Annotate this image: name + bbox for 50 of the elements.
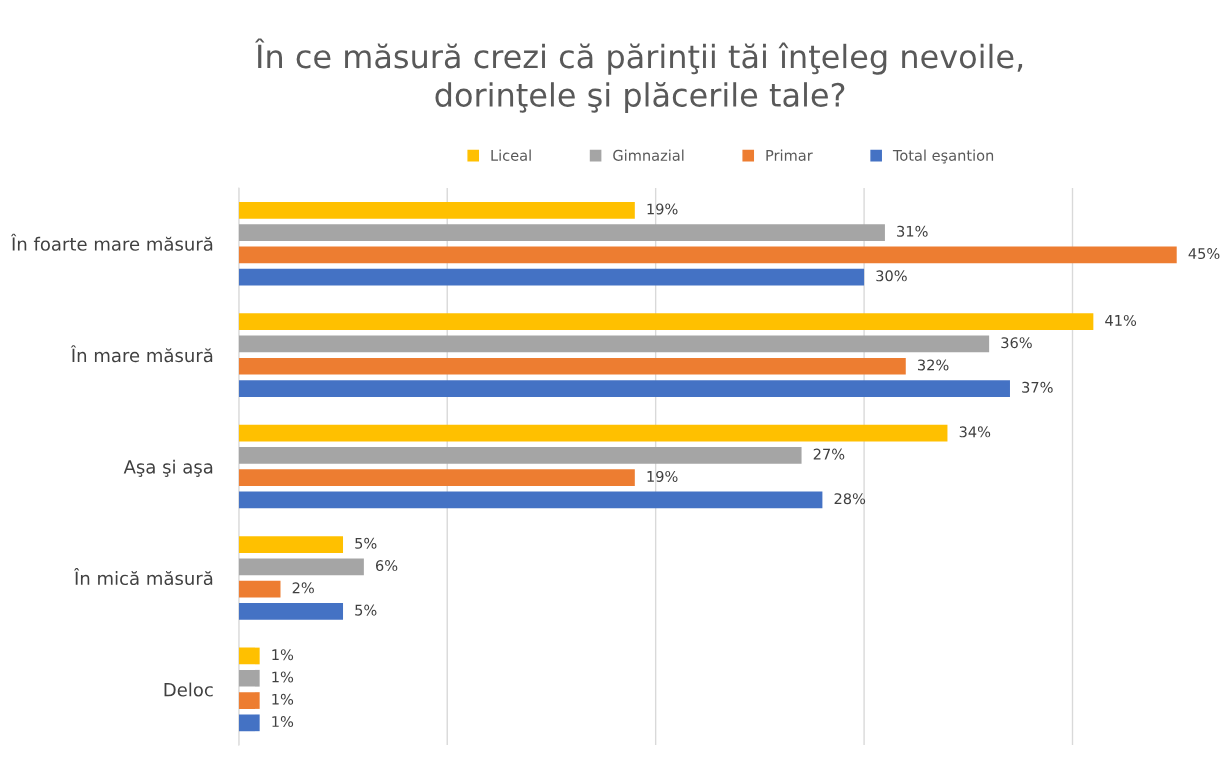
data-label: 1% xyxy=(272,671,294,683)
data-label: 31% xyxy=(897,225,928,237)
legend-label: Primar xyxy=(766,149,813,161)
y-tick-label: În mare măsură xyxy=(70,345,213,363)
bar xyxy=(238,447,802,464)
data-label: 19% xyxy=(647,470,678,482)
bar xyxy=(238,536,344,553)
data-label: 28% xyxy=(834,493,866,505)
data-label: 2% xyxy=(292,582,314,594)
bar xyxy=(238,469,635,487)
y-tick-label: În foarte mare măsură xyxy=(10,233,213,251)
y-tick-label: Aşa şi aşa xyxy=(123,459,213,477)
legend-label: Total eşantion xyxy=(892,149,994,164)
bar xyxy=(238,268,865,286)
data-label: 45% xyxy=(1188,248,1220,260)
bar xyxy=(238,603,344,620)
bar xyxy=(238,558,364,576)
bar xyxy=(238,647,260,665)
data-label: 6% xyxy=(376,560,398,572)
data-label: 36% xyxy=(1001,337,1032,349)
legend-label: Gimnazial xyxy=(613,149,684,161)
bar xyxy=(238,357,906,375)
bar xyxy=(238,580,281,598)
data-label: 19% xyxy=(647,203,678,215)
legend-label: Liceal xyxy=(491,149,531,161)
bar xyxy=(238,669,260,687)
bar xyxy=(238,491,823,509)
bar xyxy=(238,313,1094,331)
data-label: 1% xyxy=(272,649,294,661)
data-label: 37% xyxy=(1022,381,1053,393)
data-label: 30% xyxy=(876,270,907,282)
bar xyxy=(238,714,260,732)
bar xyxy=(238,424,948,442)
data-label: 5% xyxy=(355,604,377,616)
chart-title: În ce măsură crezi că părinţii tăi înţeleg nevoile, dorinţele şi plăcerile tale? xyxy=(254,38,1023,114)
data-label: 34% xyxy=(959,426,991,438)
data-label: 27% xyxy=(813,448,845,460)
bar xyxy=(238,224,885,241)
data-label: 41% xyxy=(1105,314,1137,326)
bar xyxy=(238,335,990,353)
bar xyxy=(238,380,1010,397)
data-label: 5% xyxy=(355,537,377,549)
bar xyxy=(238,692,260,709)
data-label: 32% xyxy=(917,359,949,371)
bar xyxy=(238,246,1177,264)
y-tick-label: În mică măsură xyxy=(73,568,213,586)
bar xyxy=(238,201,635,219)
data-label: 1% xyxy=(272,693,294,705)
y-tick-label: Deloc xyxy=(164,682,213,697)
data-label: 1% xyxy=(272,716,294,728)
